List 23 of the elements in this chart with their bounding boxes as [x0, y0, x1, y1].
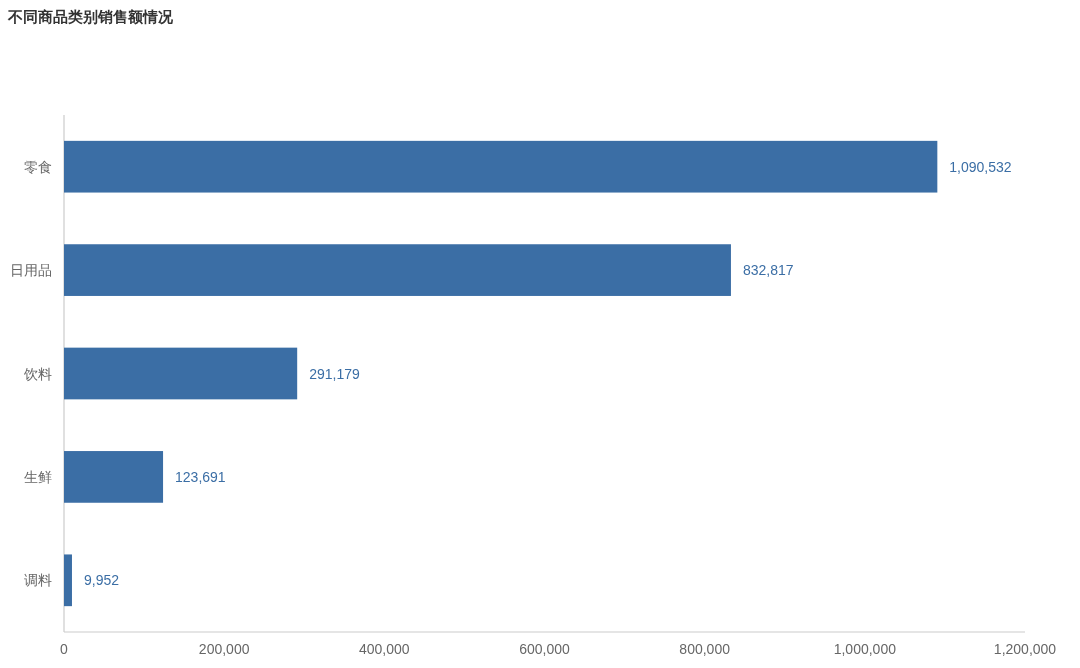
y-tick-label: 零食 [24, 158, 52, 175]
bar [64, 347, 298, 400]
data-label: 1,090,532 [949, 158, 1012, 175]
x-tick-label: 200,000 [198, 641, 250, 657]
data-label: 9,952 [83, 572, 120, 589]
x-tick-label: 0 [60, 641, 69, 657]
y-tick-label: 生鲜 [24, 468, 52, 485]
bar [64, 554, 72, 607]
bar [64, 244, 731, 296]
x-tick-label: 1,000,000 [833, 641, 897, 657]
x-tick-label: 800,000 [679, 641, 731, 657]
y-tick-label: 日用品 [10, 262, 52, 279]
data-label: 123,691 [175, 468, 226, 485]
x-tick-label: 1,200,000 [993, 641, 1057, 657]
x-tick-label: 400,000 [359, 641, 410, 657]
data-label: 291,179 [309, 365, 361, 382]
y-tick-label: 调料 [24, 572, 52, 589]
data-label: 832,817 [742, 262, 794, 279]
chart-title: 不同商品类别销售额情况 [7, 8, 174, 25]
x-tick-label: 600,000 [519, 641, 571, 657]
y-tick-label: 饮料 [23, 365, 52, 382]
bar [64, 140, 938, 193]
bar [64, 451, 164, 503]
